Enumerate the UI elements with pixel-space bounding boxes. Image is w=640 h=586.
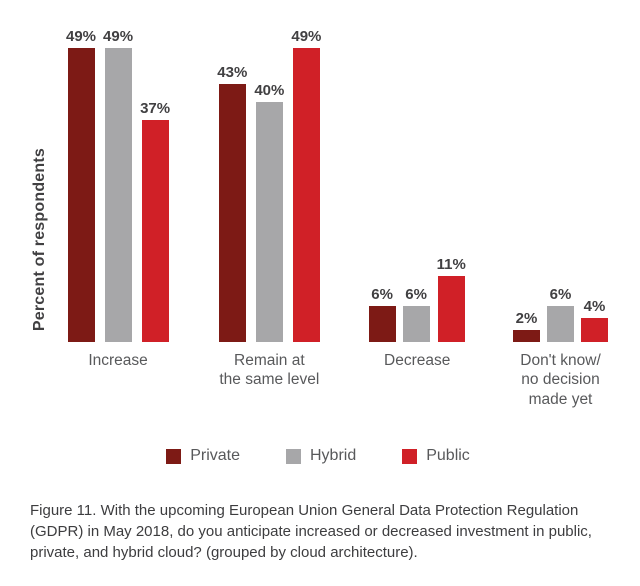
bar-chart: Percent of respondents 49% 49% 37% Increase… — [20, 28, 616, 409]
bar-item-public: 37% — [140, 100, 170, 342]
bar-value-label: 2% — [515, 310, 538, 327]
bar-cluster: 6% 6% 11% — [368, 30, 466, 342]
bar-public — [292, 48, 320, 342]
bar-cluster: 2% 6% 4% — [513, 30, 608, 342]
bar-item-hybrid: 6% — [402, 286, 430, 342]
bar-value-label: 49% — [103, 28, 134, 45]
plot-area: 49% 49% 37% Increase 43% 40% 49% Remain at the … — [60, 28, 616, 409]
bar-item-public: 4% — [581, 298, 608, 342]
category-label: Don't know/ no decision made yet — [520, 352, 601, 408]
figure-caption: Figure 11. With the upcoming European Un… — [30, 502, 592, 561]
y-axis: Percent of respondents — [20, 30, 60, 409]
bar-hybrid — [547, 306, 574, 342]
legend-swatch-public — [402, 448, 418, 464]
bar-hybrid — [255, 102, 283, 342]
bar-value-label: 37% — [140, 100, 171, 117]
bar-hybrid — [104, 48, 132, 342]
bar-public — [141, 120, 169, 342]
bar-private — [218, 84, 246, 342]
bar-private — [368, 306, 396, 342]
bar-item-hybrid: 6% — [547, 286, 574, 342]
category-label: Decrease — [384, 352, 451, 369]
legend: Private Hybrid Public — [20, 447, 616, 465]
bar-value-label: 49% — [66, 28, 97, 45]
bar-value-label: 40% — [254, 82, 285, 99]
legend-swatch-private — [166, 448, 182, 464]
y-axis-label: Percent of respondents — [31, 148, 48, 332]
bar-item-public: 49% — [291, 28, 321, 342]
legend-label: Hybrid — [309, 447, 357, 465]
bar-cluster: 49% 49% 37% — [66, 28, 170, 342]
bar-value-label: 6% — [549, 286, 572, 303]
legend-swatch-hybrid — [285, 448, 301, 464]
bar-private — [513, 330, 540, 342]
bar-private — [67, 48, 95, 342]
bar-group: 43% 40% 49% Remain at the same level — [217, 28, 321, 390]
bar-item-public: 11% — [437, 256, 466, 342]
bar-value-label: 49% — [291, 28, 322, 45]
bar-item-hybrid: 49% — [103, 28, 133, 342]
bar-value-label: 43% — [217, 64, 248, 81]
legend-item-private: Private — [166, 447, 240, 465]
bar-item-private: 2% — [513, 310, 540, 342]
bar-item-private: 49% — [66, 28, 96, 342]
bar-hybrid — [402, 306, 430, 342]
bar-value-label: 6% — [405, 286, 427, 303]
bar-cluster: 43% 40% 49% — [217, 28, 321, 342]
category-label: Increase — [88, 352, 148, 369]
bar-group: 6% 6% 11% Decrease — [368, 30, 466, 370]
bar-item-private: 43% — [217, 64, 247, 342]
bar-group: 49% 49% 37% Increase — [66, 28, 170, 370]
bar-public — [437, 276, 465, 342]
bar-item-hybrid: 40% — [254, 82, 284, 342]
bar-group: 2% 6% 4% Don't know/ no decision made yet — [513, 30, 608, 409]
bar-public — [581, 318, 608, 342]
legend-item-hybrid: Hybrid — [285, 447, 357, 465]
legend-label: Public — [426, 447, 470, 465]
bar-value-label: 4% — [583, 298, 606, 315]
category-label: Remain at the same level — [219, 352, 320, 389]
bar-item-private: 6% — [368, 286, 396, 342]
legend-item-public: Public — [402, 447, 470, 465]
legend-label: Private — [190, 447, 240, 465]
bar-value-label: 11% — [436, 256, 466, 273]
bar-value-label: 6% — [371, 286, 393, 303]
